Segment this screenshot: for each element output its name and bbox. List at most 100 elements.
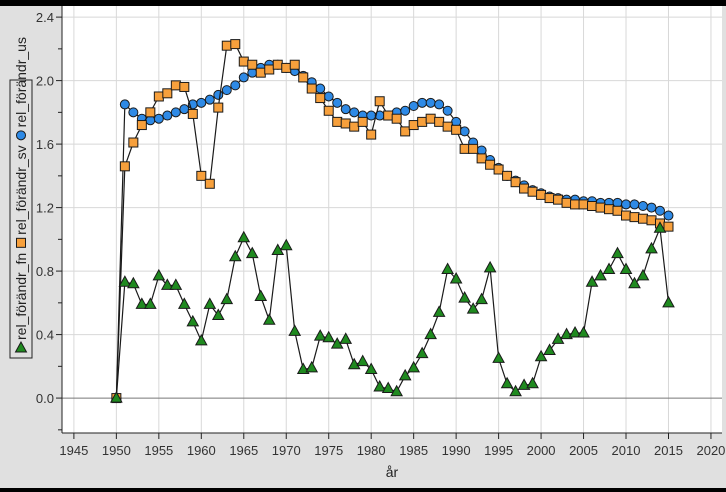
data-point	[262, 313, 276, 325]
data-point	[143, 297, 157, 309]
data-point	[432, 305, 446, 317]
data-point	[339, 332, 353, 344]
data-point	[442, 105, 453, 116]
data-point	[145, 107, 156, 118]
x-tick-label: 1995	[484, 443, 513, 458]
data-point	[526, 376, 539, 389]
data-point	[408, 101, 419, 112]
data-point	[621, 199, 632, 210]
data-point	[459, 143, 470, 154]
data-point	[611, 246, 624, 259]
data-point	[306, 83, 317, 94]
data-point	[110, 391, 123, 403]
data-point	[119, 99, 130, 110]
x-tick-label: 2005	[569, 443, 598, 458]
legend-marker-circle	[16, 130, 26, 141]
data-point	[169, 278, 183, 290]
data-point	[364, 362, 378, 375]
data-point	[568, 325, 582, 338]
data-point	[663, 210, 674, 221]
data-point	[179, 81, 190, 92]
data-point	[323, 105, 334, 116]
y-tick-label: 0.4	[36, 328, 54, 343]
data-point	[383, 110, 394, 121]
data-point	[400, 105, 411, 116]
data-point	[264, 64, 275, 75]
data-point	[254, 289, 268, 301]
data-point	[466, 302, 480, 314]
x-tick-label: 1975	[314, 443, 343, 458]
x-tick-label: 2010	[612, 443, 641, 458]
data-point	[595, 202, 606, 213]
data-point	[425, 97, 436, 108]
data-point	[570, 199, 581, 210]
data-point	[230, 80, 241, 91]
x-tick-label: 2015	[654, 443, 683, 458]
data-point	[186, 314, 200, 327]
data-point	[203, 297, 217, 309]
data-point	[398, 368, 412, 381]
data-point	[356, 354, 370, 367]
data-point	[153, 113, 164, 124]
data-point	[323, 91, 334, 102]
legend: rel_förändr_fn rel_förändr_sv rel_förändr_…	[9, 37, 33, 359]
data-point	[322, 330, 336, 343]
data-point	[177, 297, 191, 309]
data-point	[349, 121, 360, 132]
data-point	[544, 193, 555, 204]
data-point	[187, 108, 198, 119]
data-point	[213, 102, 224, 113]
data-point	[196, 170, 207, 181]
data-point	[366, 129, 377, 140]
data-point	[561, 197, 572, 208]
data-point	[221, 40, 232, 51]
y-tick-label: 1.2	[36, 201, 54, 216]
data-point	[536, 189, 547, 200]
data-point	[211, 308, 225, 321]
data-point	[213, 89, 224, 100]
data-point	[621, 210, 632, 221]
legend-label: rel_förändr_sv	[13, 145, 29, 235]
data-point	[162, 88, 173, 99]
data-point	[332, 116, 343, 127]
x-tick-label: 2000	[527, 443, 556, 458]
y-tick-label: 0.8	[36, 264, 54, 279]
data-point	[449, 271, 463, 284]
data-point	[247, 59, 258, 70]
data-point	[527, 186, 538, 197]
data-point	[194, 333, 208, 346]
y-tick-label: 2.4	[36, 10, 54, 25]
data-point	[315, 83, 326, 94]
data-point	[373, 379, 387, 392]
data-point	[459, 126, 470, 137]
x-tick-label: 1945	[59, 443, 88, 458]
legend-marker-square	[16, 237, 26, 248]
data-point	[543, 343, 556, 355]
x-tick-label: 1985	[399, 443, 428, 458]
data-point	[170, 80, 181, 91]
data-point	[381, 381, 395, 394]
data-point	[476, 153, 487, 164]
data-point	[407, 360, 421, 373]
data-point	[152, 268, 166, 281]
y-tick-label: 1.6	[36, 137, 54, 152]
data-point	[160, 278, 174, 290]
data-point	[628, 276, 641, 289]
data-point	[357, 116, 368, 127]
data-point	[510, 177, 521, 188]
data-point	[415, 346, 429, 359]
data-point	[118, 275, 132, 287]
data-point	[483, 260, 497, 273]
data-point	[493, 164, 504, 175]
x-tick-label: 1970	[272, 443, 301, 458]
data-point	[237, 230, 251, 243]
data-point	[451, 124, 462, 135]
data-point	[305, 360, 319, 373]
data-point	[162, 110, 173, 121]
data-point	[662, 295, 675, 308]
data-point	[560, 327, 573, 340]
plot-area	[62, 6, 722, 433]
data-point	[424, 327, 437, 340]
data-point	[391, 113, 402, 124]
data-point	[400, 126, 411, 137]
